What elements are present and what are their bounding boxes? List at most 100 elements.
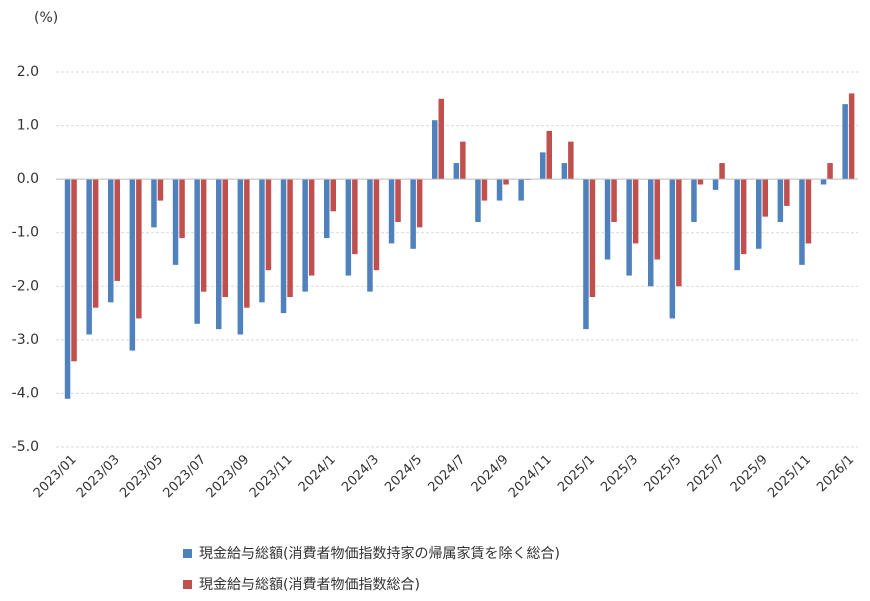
bar-series-1 <box>583 179 589 330</box>
legend-swatch-series-1 <box>183 548 192 558</box>
x-tick-label: 2024/7 <box>425 452 468 495</box>
bar-series-1 <box>345 179 352 276</box>
x-tick-label: 2024/3 <box>339 452 382 495</box>
y-tick-label: 0.0 <box>17 171 39 187</box>
bar-series-1 <box>734 179 740 271</box>
bar-series-2 <box>676 179 682 287</box>
bar-series-1 <box>432 120 438 180</box>
bar-series-1 <box>453 163 460 180</box>
bar-series-1 <box>691 179 697 222</box>
y-tick-label: -2.0 <box>12 278 39 294</box>
bar-series-2 <box>179 179 185 239</box>
y-tick-label: 2.0 <box>17 64 39 80</box>
bar-series-2 <box>136 179 142 319</box>
x-tick-label: 2025/1 <box>555 452 598 495</box>
bar-series-2 <box>481 179 488 201</box>
y-tick-label: -1.0 <box>12 225 39 241</box>
bar-series-2 <box>589 179 596 297</box>
bar-series-2 <box>503 179 509 185</box>
bar-series-2 <box>287 179 293 297</box>
legend-item-series-2: 現金給与総額(消費者物価指数総合) <box>183 574 420 594</box>
bar-series-2 <box>805 179 812 244</box>
legend-label-series-2: 現金給与総額(消費者物価指数総合) <box>199 577 420 593</box>
bar-series-2 <box>244 179 250 308</box>
bar-series-2 <box>222 179 228 297</box>
x-tick-label: 2024/11 <box>506 452 555 501</box>
y-tick-label: 1.0 <box>17 118 39 134</box>
bar-series-1 <box>777 179 784 222</box>
bar-series-1 <box>496 179 503 201</box>
bar-series-1 <box>626 179 632 276</box>
bar-series-1 <box>540 152 546 180</box>
x-tick-label: 2025/5 <box>641 452 684 495</box>
x-tick-label: 2026/1 <box>814 452 857 495</box>
x-tick-label: 2023/09 <box>204 452 253 501</box>
bar-series-1 <box>129 179 136 351</box>
bar-series-2 <box>157 179 164 201</box>
bar-series-2 <box>611 179 617 222</box>
y-tick-label: -4.0 <box>12 385 39 401</box>
y-tick-label: -3.0 <box>12 332 39 348</box>
bar-series-2 <box>416 179 423 228</box>
bar-series-2 <box>654 179 660 260</box>
bar-series-2 <box>438 98 444 180</box>
bar-series-2 <box>784 179 790 206</box>
bar-series-1 <box>388 179 395 244</box>
bar-series-1 <box>172 179 179 265</box>
bar-series-1 <box>561 163 568 180</box>
bar-series-1 <box>280 179 287 314</box>
bar-series-2 <box>352 179 358 255</box>
bar-series-1 <box>842 104 848 180</box>
x-tick-label: 2024/5 <box>382 452 425 495</box>
bar-series-1 <box>194 179 200 324</box>
bar-series-2 <box>92 179 99 308</box>
y-tick-label: -5.0 <box>12 439 39 455</box>
bar-series-2 <box>460 141 466 180</box>
bar-series-1 <box>410 179 416 249</box>
x-tick-label: 2024/9 <box>469 452 512 495</box>
legend-label-series-1: 現金給与総額(消費者物価指数持家の帰属家賃を除く総合) <box>199 546 560 562</box>
bar-series-1 <box>669 179 676 319</box>
x-tick-label: 2025/9 <box>728 452 771 495</box>
bar-series-1 <box>302 179 308 292</box>
bar-series-1 <box>820 179 827 185</box>
bar-series-2 <box>740 179 747 255</box>
bar-series-2 <box>719 163 725 180</box>
x-tick-label: 2025/11 <box>765 452 814 501</box>
x-tick-label: 2023/03 <box>74 452 123 501</box>
x-tick-label: 2023/07 <box>160 452 209 501</box>
bar-series-2 <box>568 141 574 180</box>
bar-series-2 <box>697 179 704 185</box>
bar-series-2 <box>200 179 207 292</box>
x-tick-label: 2023/05 <box>117 452 166 501</box>
bar-series-2 <box>330 179 336 212</box>
bar-series-2 <box>546 130 552 180</box>
x-tick-label: 2024/1 <box>296 452 339 495</box>
bar-series-1 <box>324 179 330 239</box>
bar-series-2 <box>71 179 77 362</box>
bar-series-2 <box>265 179 272 271</box>
legend-swatch-series-2 <box>183 579 192 589</box>
bar-series-2 <box>762 179 768 217</box>
bar-series-1 <box>86 179 92 335</box>
bar-series-1 <box>367 179 373 292</box>
bar-series-1 <box>259 179 265 303</box>
bar-series-2 <box>114 179 120 281</box>
bar-series-2 <box>848 93 855 180</box>
x-tick-label: 2023/01 <box>31 452 80 501</box>
x-tick-label: 2023/11 <box>247 452 296 501</box>
x-tick-label: 2025/3 <box>598 452 641 495</box>
bar-series-1 <box>799 179 805 265</box>
bar-series-1 <box>712 179 719 190</box>
bar-series-2 <box>632 179 639 244</box>
bar-series-1 <box>237 179 244 335</box>
y-axis-unit: (%) <box>34 10 59 26</box>
bar-series-1 <box>216 179 222 330</box>
x-tick-label: 2025/7 <box>685 452 728 495</box>
bar-series-1 <box>151 179 157 228</box>
bar-series-2 <box>373 179 380 271</box>
bar-series-1 <box>648 179 654 287</box>
bar-series-1 <box>475 179 481 222</box>
bar-series-2 <box>308 179 315 276</box>
